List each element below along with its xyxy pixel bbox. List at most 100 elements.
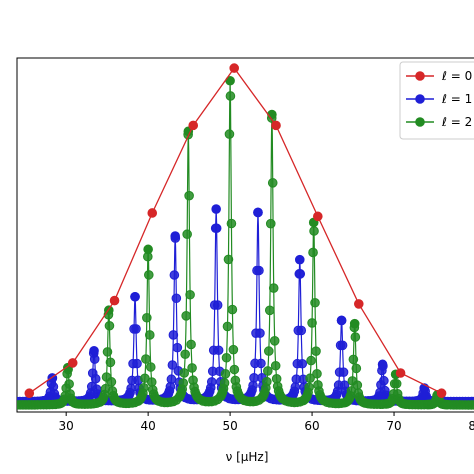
profile-point (310, 297, 320, 308)
profile-point (172, 342, 183, 353)
profile-point (227, 304, 238, 315)
profile-point (220, 369, 231, 379)
profile-point (171, 293, 182, 304)
profile-point (338, 367, 349, 378)
profile-point (304, 382, 314, 393)
profile-point (131, 324, 141, 334)
profile-point (225, 91, 236, 101)
x-tick-label: 30 (59, 419, 74, 433)
series-2 (17, 75, 474, 410)
x-axis: 30 40 50 60 70 80 (59, 412, 474, 433)
profile-point (295, 269, 306, 279)
envelope-point (109, 295, 120, 306)
profile-point (221, 352, 232, 363)
profile-point (350, 332, 361, 342)
profile-point (132, 358, 142, 369)
profile-point (270, 360, 281, 371)
legend: ℓ = 0 ℓ = 1 ℓ = 2 (399, 61, 474, 140)
profile-point (167, 360, 178, 370)
profile-point (144, 330, 155, 340)
profile-point (255, 328, 265, 339)
profile-point (187, 363, 197, 373)
series-0 (24, 63, 447, 399)
profile-point (351, 363, 362, 374)
profile-point (312, 368, 322, 379)
profile-point (104, 320, 115, 331)
profile-point (89, 354, 100, 364)
envelope-point (271, 120, 281, 131)
legend-label: ℓ = 0 (441, 69, 472, 83)
profile-point (168, 330, 179, 340)
profile-point (206, 377, 217, 387)
profile-point (223, 254, 234, 265)
profile-point (213, 345, 224, 356)
profile-point (268, 283, 279, 293)
profile-point (469, 400, 474, 410)
envelope-point (67, 358, 78, 368)
x-axis-label: ν [μHz] (226, 450, 269, 464)
profile-point (307, 318, 317, 328)
profile-point (262, 376, 272, 387)
profile-point (264, 305, 275, 316)
profile-point (265, 218, 276, 229)
profile-point (90, 373, 101, 384)
legend-marker (415, 94, 425, 104)
peak-point (336, 315, 347, 326)
envelope-line (28, 66, 442, 394)
legend-marker (415, 71, 425, 81)
profile-point (305, 373, 315, 384)
profile-point (337, 340, 348, 351)
profile-point (256, 358, 266, 369)
profile-point (144, 270, 154, 280)
profile-point (228, 344, 239, 355)
profile-point (311, 346, 321, 357)
envelope-point (188, 120, 199, 131)
x-tick-label: 50 (222, 419, 237, 433)
profile-point (64, 379, 74, 389)
peak-point (211, 204, 221, 214)
profile-point (249, 373, 259, 383)
profile-point (306, 355, 316, 366)
x-tick-label: 40 (141, 419, 156, 433)
profile-point (269, 336, 280, 346)
plot-frame (16, 57, 474, 413)
profile-point (219, 378, 230, 388)
peak-point (89, 346, 99, 356)
profile-point (178, 378, 189, 388)
profile-point (222, 321, 233, 332)
x-tick-label: 70 (386, 419, 401, 433)
profile-point (180, 349, 190, 360)
profile-point (179, 368, 190, 378)
profile-point (186, 339, 196, 350)
profile-point (184, 190, 194, 201)
peak-point (294, 254, 305, 265)
envelope-point (229, 63, 240, 73)
envelope-point (147, 208, 158, 218)
profile-point (348, 354, 359, 365)
x-tick-label: 60 (304, 419, 319, 433)
profile-point (226, 218, 237, 229)
profile-point (166, 374, 177, 385)
profile-point (139, 382, 149, 393)
peak-point (170, 231, 180, 241)
profile-point (185, 289, 195, 300)
profile-point (181, 311, 191, 321)
profile-point (254, 265, 264, 276)
profile-point (169, 270, 180, 280)
profile-point (352, 380, 363, 390)
envelope-point (313, 211, 323, 222)
series-layer (17, 63, 474, 410)
profile-point (126, 383, 136, 394)
envelope-point (436, 388, 447, 399)
peak-point (143, 244, 153, 255)
profile-point (297, 358, 308, 369)
profile-point (212, 300, 223, 310)
peak-point (267, 109, 277, 120)
legend-label: ℓ = 1 (441, 92, 472, 106)
profile-point (224, 129, 235, 139)
profile-point (296, 325, 307, 336)
envelope-point (395, 368, 406, 378)
profile-point (308, 247, 318, 258)
profile-point (145, 362, 156, 372)
